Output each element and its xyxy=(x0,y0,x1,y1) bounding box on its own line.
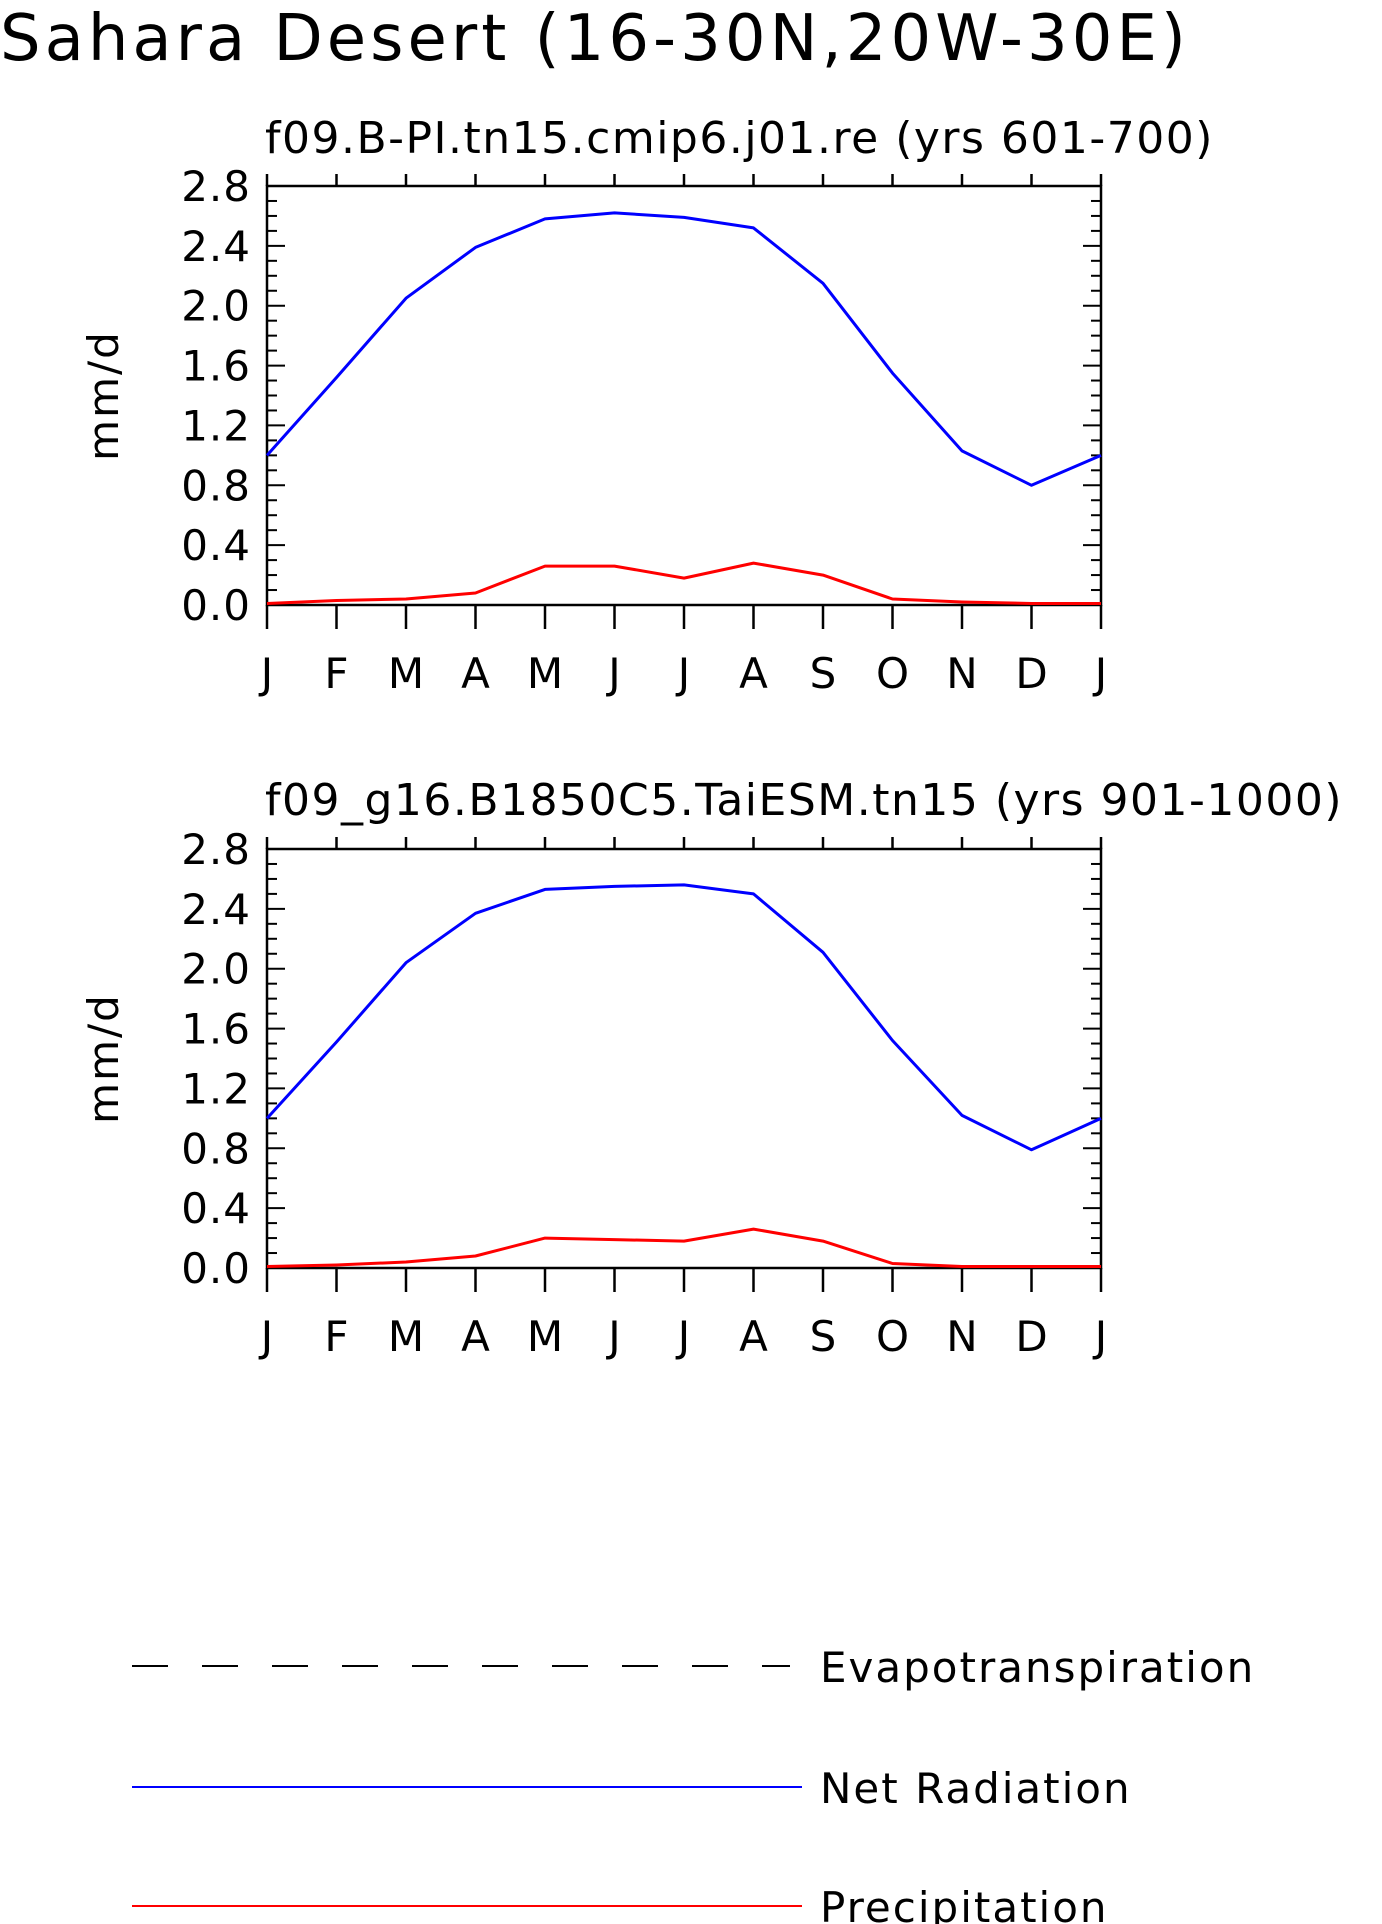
y-tick-label: 2.4 xyxy=(181,885,251,934)
x-tick-label: D xyxy=(1015,1312,1047,1361)
x-tick-label: M xyxy=(388,649,424,698)
y-tick-label: 0.4 xyxy=(181,1184,251,1233)
x-tick-label: J xyxy=(605,649,620,698)
legend: Evapotranspiration Net Radiation Precipita… xyxy=(132,1643,1255,1924)
legend-label-evapotranspiration: Evapotranspiration xyxy=(820,1643,1255,1692)
x-tick-label: F xyxy=(324,1312,348,1361)
plots-container: f09.B-PI.tn15.cmip6.j01.re (yrs 601-700)… xyxy=(79,113,1343,1361)
series-line-net-radiation xyxy=(265,211,1102,487)
legend-item-evapotranspiration: Evapotranspiration xyxy=(132,1643,1255,1692)
y-tick-label: 0.0 xyxy=(181,581,251,630)
series-line-precipitation xyxy=(266,1227,1101,1268)
x-tick-label: D xyxy=(1015,649,1047,698)
y-tick-label: 2.0 xyxy=(181,945,251,994)
x-tick-label: A xyxy=(461,649,490,698)
y-tick-label: 2.8 xyxy=(181,825,251,874)
legend-item-precipitation: Precipitation xyxy=(132,1883,1109,1924)
y-axis-label: mm/d xyxy=(79,993,128,1124)
plot-panel-1: f09.B-PI.tn15.cmip6.j01.re (yrs 601-700)… xyxy=(79,113,1214,698)
y-tick-label: 0.8 xyxy=(181,1124,251,1173)
x-tick-label: J xyxy=(675,649,690,698)
x-tick-label: A xyxy=(461,1312,490,1361)
x-tick-label: O xyxy=(876,1312,909,1361)
x-tick-label: A xyxy=(739,1312,768,1361)
x-tick-label: S xyxy=(810,649,837,698)
x-tick-label: J xyxy=(605,1312,620,1361)
legend-label-net-radiation: Net Radiation xyxy=(820,1764,1132,1813)
x-tick-label: J xyxy=(258,1312,273,1361)
plot-panel-2: f09_g16.B1850C5.TaiESM.tn15 (yrs 901-100… xyxy=(79,775,1343,1361)
figure-title: Sahara Desert (16-30N,20W-30E) xyxy=(0,2,1190,76)
series-line-precipitation xyxy=(266,561,1101,605)
y-axis-label: mm/d xyxy=(79,330,128,461)
plot-frame xyxy=(265,847,1103,1270)
x-tick-label: J xyxy=(258,649,273,698)
x-tick-label: S xyxy=(810,1312,837,1361)
x-tick-label: F xyxy=(324,649,348,698)
x-tick-label: N xyxy=(946,649,977,698)
x-tick-label: J xyxy=(1092,1312,1107,1361)
x-tick-label: M xyxy=(388,1312,424,1361)
panel-title: f09_g16.B1850C5.TaiESM.tn15 (yrs 901-100… xyxy=(265,775,1343,826)
x-tick-label: A xyxy=(739,649,768,698)
y-tick-label: 0.0 xyxy=(181,1244,251,1293)
legend-item-net-radiation: Net Radiation xyxy=(132,1764,1132,1813)
x-tick-label: O xyxy=(876,649,909,698)
y-tick-label: 1.6 xyxy=(181,342,251,391)
y-tick-label: 2.0 xyxy=(181,282,251,331)
x-tick-label: N xyxy=(946,1312,977,1361)
y-tick-label: 2.8 xyxy=(181,162,251,211)
panel-title: f09.B-PI.tn15.cmip6.j01.re (yrs 601-700) xyxy=(265,113,1214,164)
y-tick-label: 0.4 xyxy=(181,521,251,570)
plot-frame xyxy=(265,184,1103,607)
x-tick-label: J xyxy=(1092,649,1107,698)
legend-label-precipitation: Precipitation xyxy=(820,1883,1109,1924)
y-tick-label: 0.8 xyxy=(181,461,251,510)
y-tick-label: 1.2 xyxy=(181,401,251,450)
y-tick-label: 1.2 xyxy=(181,1064,251,1113)
x-tick-label: M xyxy=(527,1312,563,1361)
x-tick-label: J xyxy=(675,1312,690,1361)
series-line-net-radiation xyxy=(265,883,1102,1152)
y-tick-label: 1.6 xyxy=(181,1005,251,1054)
x-tick-label: M xyxy=(527,649,563,698)
y-tick-label: 2.4 xyxy=(181,222,251,271)
